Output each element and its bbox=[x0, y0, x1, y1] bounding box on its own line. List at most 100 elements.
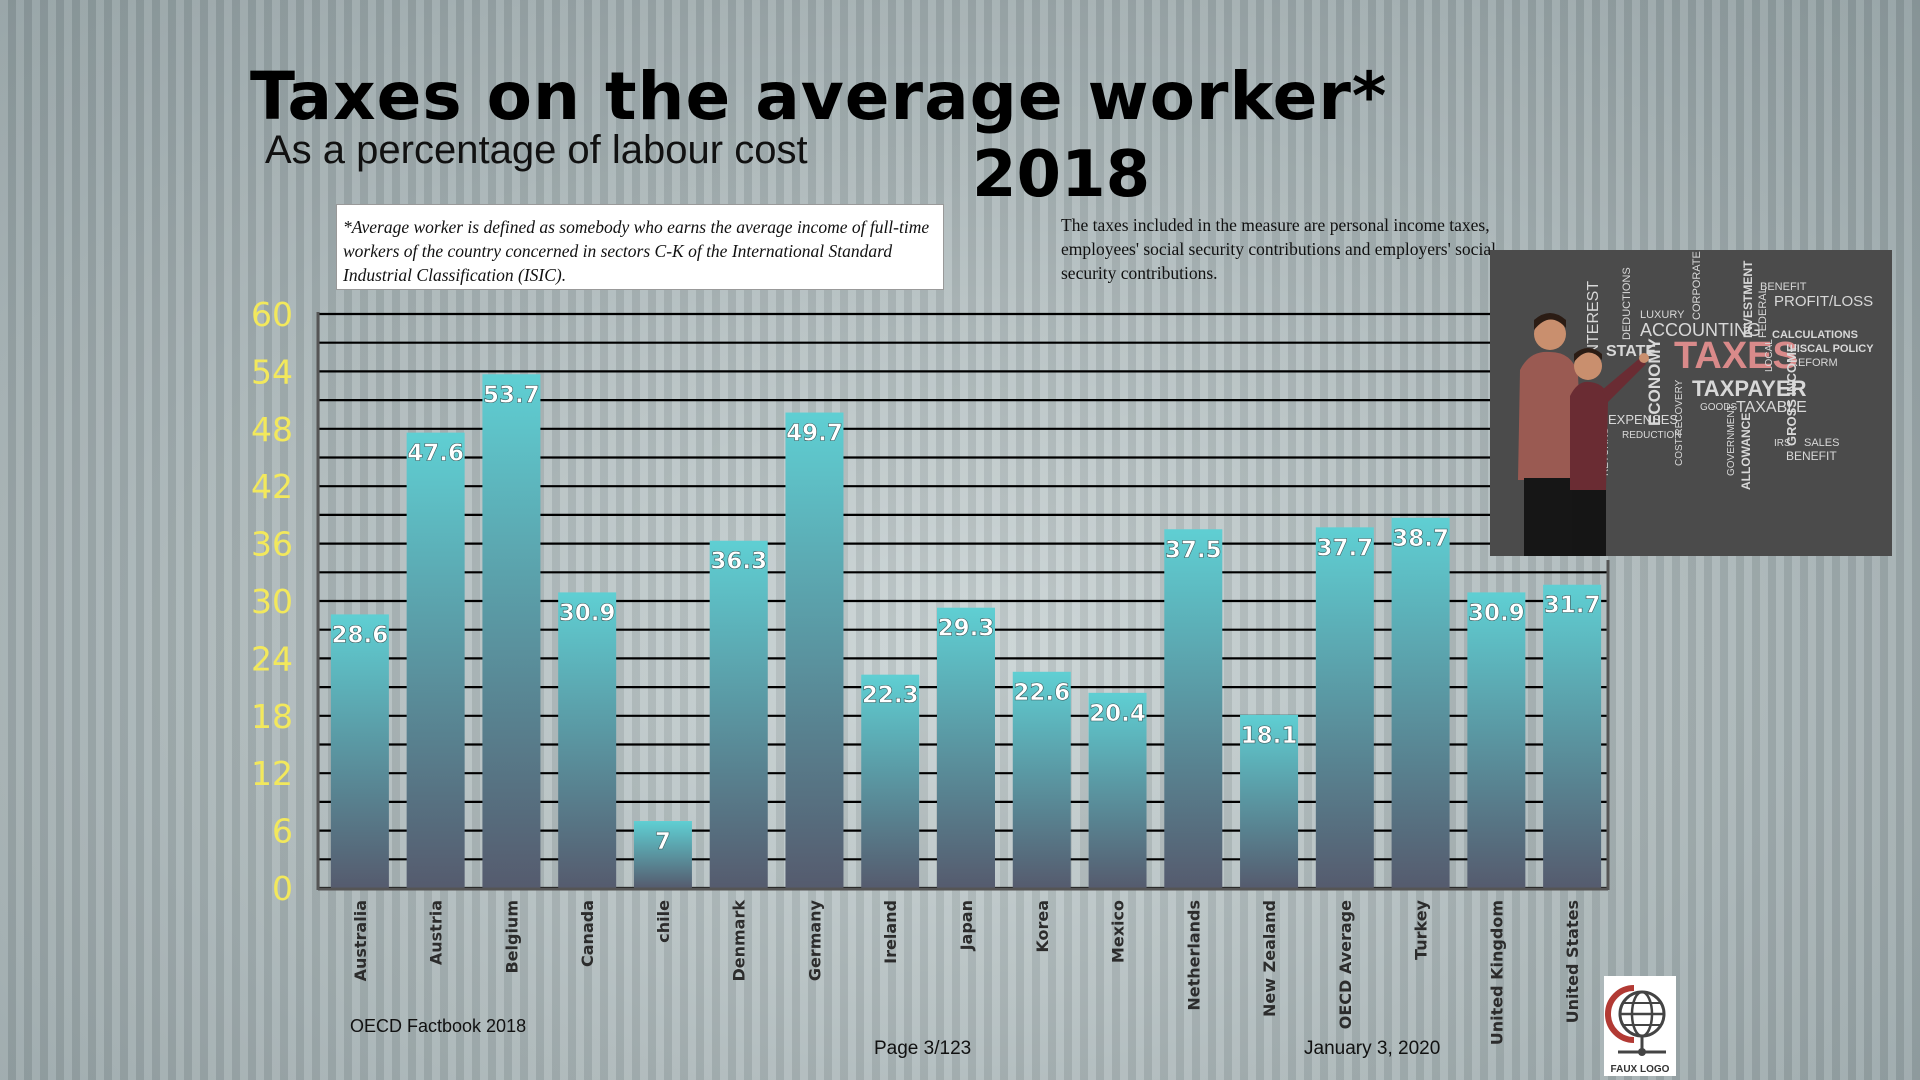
word-taxes: TAXES bbox=[1674, 335, 1798, 377]
x-tick-label: United Kingdom bbox=[1487, 900, 1506, 1045]
word-investment: INVESTMENT bbox=[1741, 260, 1755, 338]
word-gross-income: GROSS INCOME bbox=[1784, 343, 1799, 446]
bar-united-kingdom bbox=[1467, 592, 1526, 888]
value-label: 49.7 bbox=[786, 421, 843, 447]
word-taxable: TAXABLE bbox=[1736, 399, 1807, 416]
value-label: 53.7 bbox=[483, 382, 540, 408]
word-luxury-2: BENEFIT bbox=[1786, 449, 1837, 463]
y-tick-label: 48 bbox=[251, 410, 293, 449]
faux-logo: FAUX LOGO bbox=[1604, 976, 1676, 1076]
value-label: 18.1 bbox=[1241, 723, 1298, 749]
word-profit-loss: PROFIT/LOSS bbox=[1774, 293, 1873, 310]
word-allowance: ALLOWANCE bbox=[1739, 413, 1753, 490]
bar-austria bbox=[406, 432, 465, 888]
source-note: OECD Factbook 2018 bbox=[350, 1016, 527, 1036]
slide-subtitle: As a percentage of labour cost bbox=[265, 128, 808, 172]
x-tick-label: Mexico bbox=[1109, 900, 1128, 963]
year-label: 2018 bbox=[972, 138, 1151, 212]
bar-netherlands bbox=[1164, 529, 1223, 888]
y-tick-label: 6 bbox=[272, 812, 293, 851]
bar-turkey bbox=[1391, 517, 1450, 888]
x-tick-label: Austria bbox=[427, 900, 446, 965]
x-tick-label: United States bbox=[1563, 900, 1582, 1023]
x-tick-label: Korea bbox=[1033, 900, 1052, 953]
bar-mexico bbox=[1088, 692, 1147, 888]
bar-canada bbox=[558, 592, 617, 888]
slide-date: January 3, 2020 bbox=[1304, 1038, 1441, 1059]
word-fiscal-policy: FISCAL POLICY bbox=[1790, 343, 1874, 355]
chart-x-axis: Australia Austria Belgium Canada chile Denmar… bbox=[351, 899, 1582, 1045]
bar-korea bbox=[1012, 671, 1071, 888]
value-label: 29.3 bbox=[938, 616, 995, 642]
word-accounting: ACCOUNTING bbox=[1640, 320, 1761, 340]
word-sales: SALES bbox=[1804, 437, 1839, 449]
globe-icon bbox=[1605, 985, 1666, 1056]
word-reduction: REDUCTION bbox=[1622, 430, 1681, 441]
word-luxury: LUXURY bbox=[1640, 309, 1685, 321]
y-tick-label: 18 bbox=[251, 697, 293, 736]
y-tick-label: 60 bbox=[251, 295, 293, 334]
x-tick-label: Belgium bbox=[502, 900, 521, 974]
taxes-illustration: BENEFIT PROFIT/LOSS CORPORATE INVESTMENT… bbox=[1490, 250, 1892, 556]
word-reform: REFORM bbox=[1790, 357, 1838, 369]
page-number: Page 3/123 bbox=[874, 1038, 972, 1059]
word-local: LOCAL bbox=[1764, 339, 1775, 372]
value-label: 20.4 bbox=[1089, 701, 1146, 727]
word-taxpayer: TAXPAYER bbox=[1692, 376, 1807, 401]
x-tick-label: New Zealand bbox=[1260, 900, 1279, 1017]
y-tick-label: 0 bbox=[272, 869, 293, 908]
bar-belgium bbox=[482, 374, 541, 888]
x-tick-label: Netherlands bbox=[1184, 900, 1203, 1011]
word-goods: GOODS bbox=[1700, 402, 1738, 413]
value-label: 47.6 bbox=[407, 441, 464, 467]
x-tick-label: chile bbox=[654, 900, 673, 943]
value-label: 38.7 bbox=[1392, 526, 1449, 552]
value-label: 28.6 bbox=[332, 622, 389, 648]
bar-ireland bbox=[861, 674, 920, 888]
taxes-note: The taxes included in the measure are pe… bbox=[1061, 215, 1496, 283]
y-tick-label: 36 bbox=[251, 525, 293, 564]
word-calculations: CALCULATIONS bbox=[1772, 329, 1858, 341]
people-illustration bbox=[1518, 313, 1649, 556]
bar-chile bbox=[633, 821, 692, 888]
chart-axes bbox=[316, 312, 1610, 891]
value-label: 22.6 bbox=[1013, 680, 1070, 706]
bar-new-zealand bbox=[1240, 714, 1299, 888]
word-irs: IRS bbox=[1774, 438, 1791, 449]
value-label: 7 bbox=[655, 829, 671, 855]
logo-text: FAUX LOGO bbox=[1610, 1064, 1670, 1075]
word-expenses: EXPENSES bbox=[1608, 412, 1678, 427]
word-interest: INTEREST bbox=[1585, 281, 1602, 360]
y-tick-label: 42 bbox=[251, 467, 293, 506]
bar-oecd-average bbox=[1315, 527, 1374, 888]
chart-bars bbox=[330, 374, 1602, 888]
x-tick-label: Ireland bbox=[881, 900, 900, 964]
taxes-word-cloud-image: BENEFIT PROFIT/LOSS CORPORATE INVESTMENT… bbox=[1490, 250, 1892, 556]
x-tick-label: Japan bbox=[957, 900, 976, 951]
x-tick-label: Australia bbox=[351, 900, 370, 981]
y-tick-label: 12 bbox=[251, 754, 293, 793]
value-label: 36.3 bbox=[710, 549, 767, 575]
word-economy: ECONOMY bbox=[1645, 338, 1664, 427]
bar-australia bbox=[330, 614, 389, 888]
bar-germany bbox=[785, 412, 844, 888]
value-label: 37.7 bbox=[1316, 535, 1373, 561]
word-cost-recovery: COST RECOVERY bbox=[1674, 379, 1685, 466]
bar-united-states bbox=[1543, 584, 1602, 888]
word-corporate: CORPORATE bbox=[1691, 251, 1703, 320]
x-tick-label: Turkey bbox=[1412, 899, 1431, 960]
x-tick-label: Canada bbox=[578, 900, 597, 967]
x-tick-label: Denmark bbox=[730, 900, 749, 982]
value-label: 37.5 bbox=[1165, 537, 1222, 563]
word-government: GOVERNMENT bbox=[1726, 404, 1737, 476]
value-label: 22.3 bbox=[862, 683, 919, 709]
chart-value-labels: 28.6 47.6 53.7 30.9 7 36.3 49.7 22.3 29.3 22.6 20.… bbox=[331, 382, 1601, 855]
definition-box: *Average worker is defined as somebody w… bbox=[336, 204, 944, 290]
y-tick-label: 24 bbox=[251, 639, 293, 678]
bar-japan bbox=[937, 607, 995, 888]
bar-denmark bbox=[709, 540, 768, 888]
value-label: 30.9 bbox=[559, 600, 616, 626]
word-benefit: BENEFIT bbox=[1760, 281, 1807, 293]
